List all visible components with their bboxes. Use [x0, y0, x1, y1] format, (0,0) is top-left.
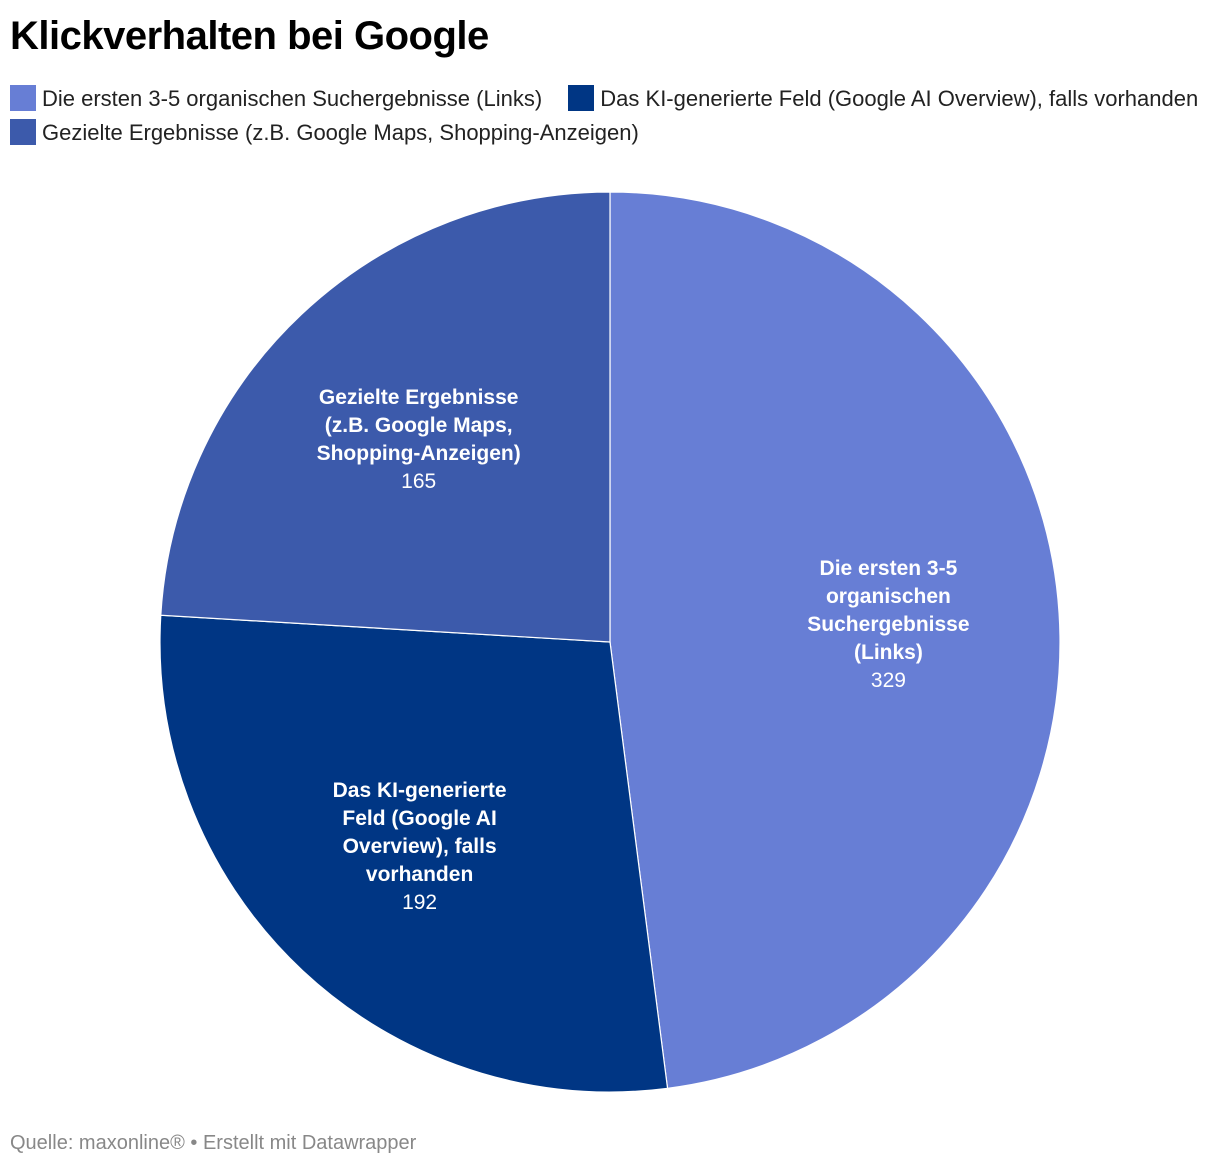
slice-label-line: Overview), falls: [343, 835, 497, 858]
slice-label-line: (Links): [854, 641, 923, 664]
slice-label-line: Suchergebnisse: [807, 613, 969, 636]
slice-label-line: organischen: [826, 585, 951, 608]
legend: Die ersten 3-5 organischen Suchergebniss…: [10, 82, 1210, 150]
slice-label-ai-overview: Das KI-generierte Feld (Google AI Overview…: [333, 779, 507, 914]
legend-item-ai-overview: Das KI-generierte Feld (Google AI Overvi…: [568, 85, 1199, 111]
pie-slice-ai-overview: [159, 614, 669, 1093]
pie-slices: [159, 191, 1061, 1093]
pie-slice-targeted: [160, 191, 611, 643]
legend-swatch-organic: [10, 85, 36, 111]
legend-item-targeted: Gezielte Ergebnisse (z.B. Google Maps, S…: [10, 119, 639, 145]
slice-value-label: 165: [401, 470, 436, 493]
legend-swatch-ai-overview: [568, 85, 595, 111]
legend-label-targeted: Gezielte Ergebnisse (z.B. Google Maps, S…: [42, 120, 639, 145]
slice-value-label: 329: [871, 669, 906, 692]
slice-label-line: vorhanden: [366, 863, 473, 886]
slice-value-label: 192: [402, 891, 437, 914]
legend-label-ai-overview: Das KI-generierte Feld (Google AI Overvi…: [600, 86, 1199, 111]
legend-item-organic: Die ersten 3-5 organischen Suchergebniss…: [10, 85, 548, 111]
legend-label-organic: Die ersten 3-5 organischen Suchergebniss…: [42, 86, 543, 111]
slice-label-line: Gezielte Ergebnisse: [319, 386, 519, 409]
slice-label-line: Die ersten 3-5: [820, 557, 958, 580]
chart-title: Klickverhalten bei Google: [10, 14, 489, 58]
source-note: Quelle: maxonline® • Erstellt mit Datawr…: [10, 1132, 417, 1154]
legend-swatch-targeted: [10, 119, 36, 145]
slice-label-line: Feld (Google AI: [342, 807, 496, 830]
slice-label-line: (z.B. Google Maps,: [325, 414, 513, 437]
slice-label-line: Das KI-generierte: [333, 779, 507, 802]
slice-label-targeted: Gezielte Ergebnisse (z.B. Google Maps, Sho…: [317, 386, 521, 493]
slice-label-line: Shopping-Anzeigen): [317, 442, 521, 465]
slice-label-organic: Die ersten 3-5 organischen Suchergebnisse (…: [807, 557, 969, 692]
pie-labels: Die ersten 3-5 organischen Suchergebnisse (…: [317, 386, 970, 914]
pie-slice-organic: [609, 191, 1061, 1089]
